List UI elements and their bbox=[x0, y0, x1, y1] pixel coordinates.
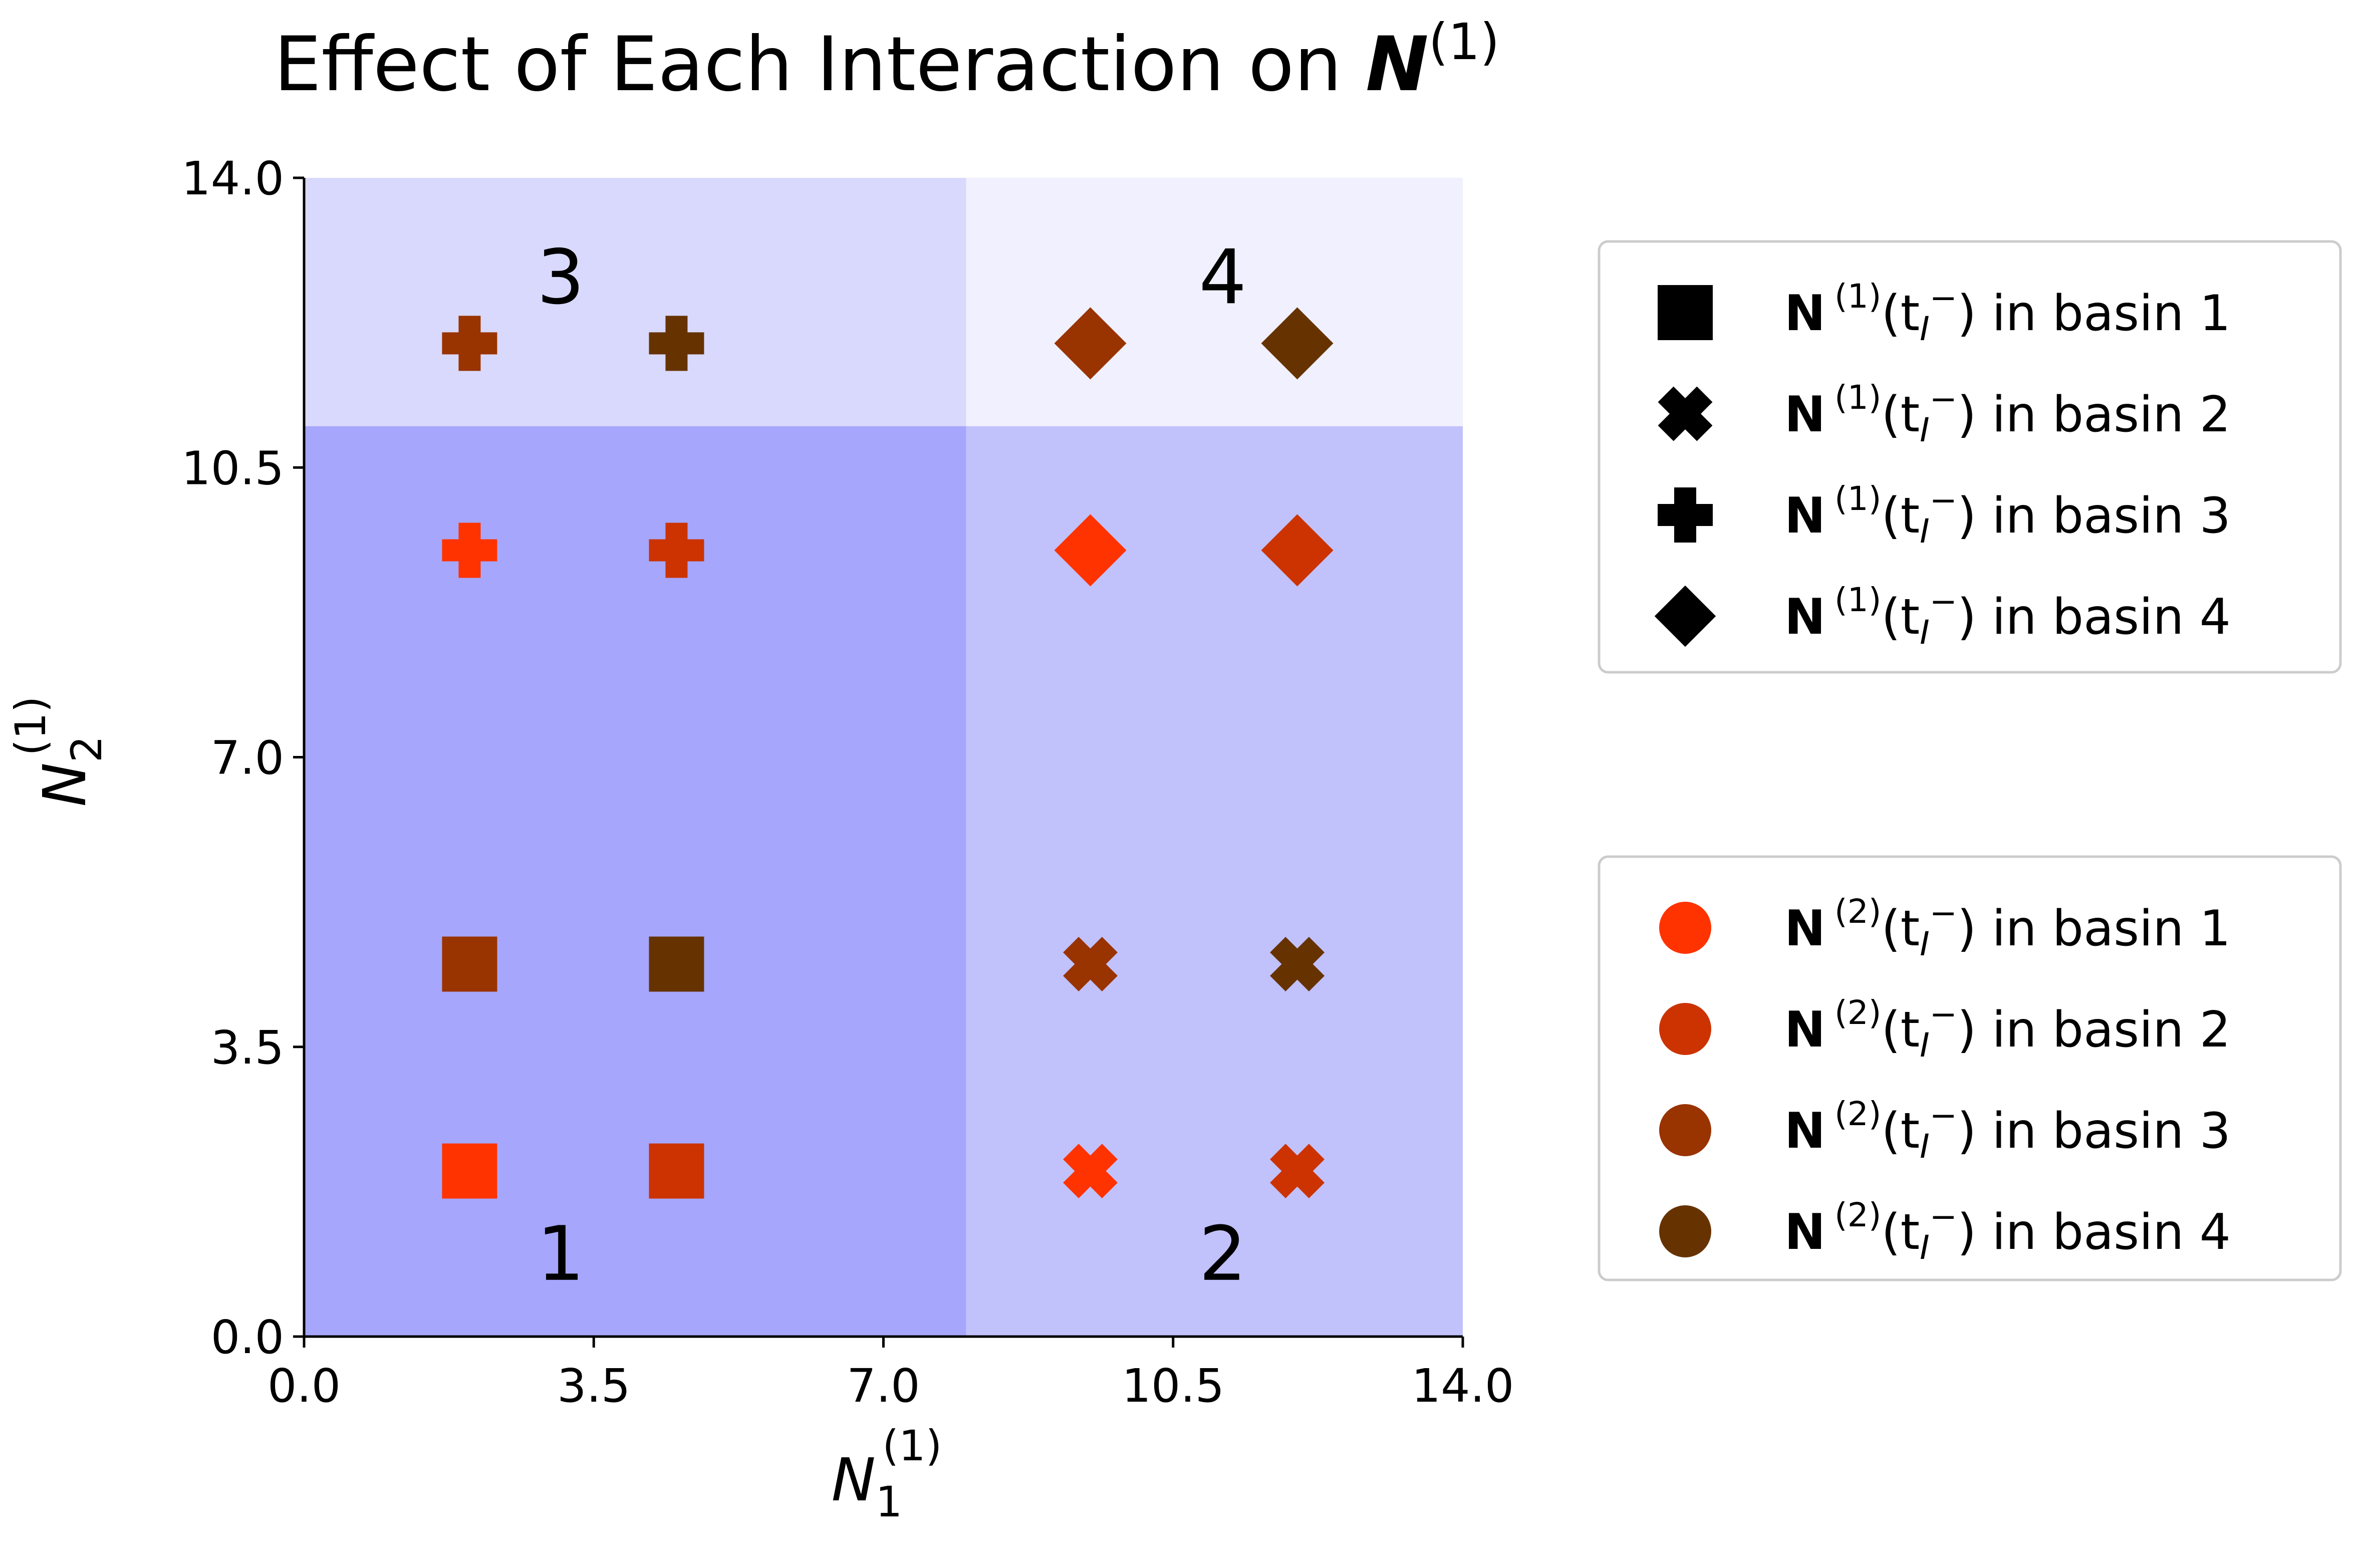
data-point-diamond bbox=[1054, 514, 1127, 587]
y-tick-label: 10.5 bbox=[181, 441, 284, 495]
x-tick-label: 7.0 bbox=[847, 1359, 920, 1413]
x-tick-label: 14.0 bbox=[1412, 1359, 1514, 1413]
data-point-plus bbox=[649, 316, 704, 371]
basin-labels: 1 2 3 4 bbox=[537, 234, 1246, 1298]
basin-label-3: 3 bbox=[537, 234, 584, 321]
legend-marker-circle bbox=[1659, 902, 1711, 954]
legend-1: N (1)(tI−) in basin 1 N (1)(tI−) in basin 2… bbox=[1598, 240, 2342, 674]
legend-label: N (1)(tI−) in basin 2 bbox=[1784, 378, 2231, 449]
legend-marker-circle bbox=[1659, 1104, 1711, 1156]
legend-marker-square bbox=[1658, 285, 1713, 340]
legend-label: N (2)(tI−) in basin 4 bbox=[1784, 1196, 2231, 1267]
data-point-square bbox=[442, 1143, 497, 1199]
data-point-x bbox=[1270, 1144, 1325, 1199]
data-point-x bbox=[1063, 937, 1118, 991]
data-point-square bbox=[442, 936, 497, 992]
legends: N (1)(tI−) in basin 1 N (1)(tI−) in basin 2… bbox=[1598, 240, 2342, 1281]
chart-title: Effect of Each Interaction on N(1) bbox=[274, 13, 1500, 108]
data-point-plus bbox=[649, 522, 704, 578]
y-tick-label: 3.5 bbox=[211, 1021, 284, 1075]
data-point-x bbox=[1063, 1144, 1118, 1199]
data-point-diamond bbox=[1261, 307, 1334, 380]
data-points bbox=[442, 307, 1334, 1199]
data-point-square bbox=[649, 1143, 704, 1199]
basin-region-2 bbox=[966, 426, 1463, 1337]
legend-marker-plus bbox=[1658, 487, 1713, 543]
y-tick-label: 0.0 bbox=[211, 1311, 284, 1364]
data-point-x bbox=[1270, 937, 1325, 991]
data-point-square bbox=[649, 936, 704, 992]
basin-label-1: 1 bbox=[537, 1211, 584, 1298]
data-point-plus bbox=[442, 522, 497, 578]
legend-frame bbox=[1598, 240, 2342, 674]
legend-frame bbox=[1598, 855, 2342, 1281]
legend-label: N (1)(tI−) in basin 3 bbox=[1784, 479, 2231, 551]
legend-label: N (1)(tI−) in basin 4 bbox=[1784, 581, 2231, 652]
basin-region-1 bbox=[304, 426, 966, 1337]
x-tick-label: 3.5 bbox=[557, 1359, 630, 1413]
legend-label: N (2)(tI−) in basin 1 bbox=[1784, 892, 2231, 963]
basin-label-2: 2 bbox=[1199, 1211, 1246, 1298]
legend-marker-circle bbox=[1659, 1003, 1711, 1055]
legend-label: N (2)(tI−) in basin 3 bbox=[1784, 1095, 2231, 1166]
data-point-diamond bbox=[1261, 514, 1334, 587]
data-point-diamond bbox=[1054, 307, 1127, 380]
basin-label-4: 4 bbox=[1199, 234, 1246, 321]
y-tick-label: 14.0 bbox=[181, 152, 284, 205]
basin-region-3 bbox=[304, 178, 966, 426]
legend-marker-x bbox=[1658, 386, 1713, 441]
legend-2: N (2)(tI−) in basin 1 N (2)(tI−) in basin 2… bbox=[1598, 855, 2342, 1281]
x-tick-label: 0.0 bbox=[268, 1359, 341, 1413]
x-tick-label: 10.5 bbox=[1122, 1359, 1224, 1413]
x-axis-label: N1(1) bbox=[832, 1421, 942, 1526]
legend-marker-diamond bbox=[1654, 585, 1716, 647]
legend-marker-circle bbox=[1659, 1205, 1711, 1257]
y-axis-label: N2(1) bbox=[6, 696, 111, 807]
legend-label: N (2)(tI−) in basin 2 bbox=[1784, 993, 2231, 1065]
axes: 0.0 3.5 7.0 10.5 14.0 0.0 3.5 7.0 10.5 14.0 bbox=[181, 152, 1514, 1413]
y-tick-label: 7.0 bbox=[211, 731, 284, 785]
basin-region-4 bbox=[966, 178, 1463, 426]
data-point-plus bbox=[442, 316, 497, 371]
legend-label: N (1)(tI−) in basin 1 bbox=[1784, 277, 2231, 348]
basin-regions bbox=[304, 178, 1463, 1337]
